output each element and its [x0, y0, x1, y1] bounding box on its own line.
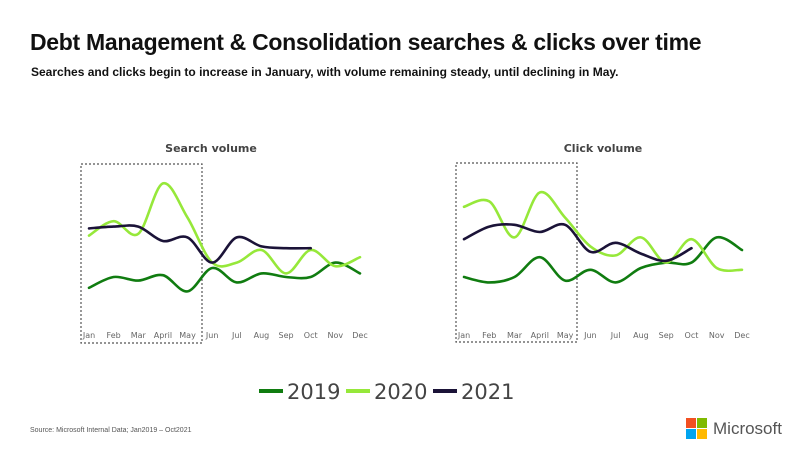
microsoft-logo: Microsoft	[686, 418, 782, 439]
x-tick-label: Feb	[482, 331, 496, 340]
x-tick-label: Mar	[131, 331, 147, 340]
legend: 2019 2020 2021	[259, 380, 514, 404]
x-tick-label: Jan	[82, 331, 95, 340]
x-tick-label: Jul	[231, 331, 242, 340]
microsoft-logo-icon	[686, 418, 707, 439]
page-title: Debt Management & Consolidation searches…	[30, 29, 702, 55]
x-tick-label: May	[179, 331, 196, 340]
series-line-2020	[462, 190, 744, 273]
logo-text: Microsoft	[713, 418, 782, 438]
highlight-box	[80, 163, 203, 344]
x-tick-label: Nov	[328, 331, 344, 340]
x-tick-label: Mar	[507, 331, 523, 340]
x-tick-label: Jun	[583, 331, 597, 340]
x-tick-label: Jan	[457, 331, 470, 340]
series-line-2020	[87, 182, 362, 275]
series-line-2021	[462, 222, 693, 263]
chart-title: Search volume	[165, 142, 257, 155]
legend-item-2019: 2019	[259, 380, 340, 404]
x-tick-label: Jul	[610, 331, 621, 340]
x-tick-label: Jun	[205, 331, 219, 340]
chart-search-volume: Search volume Jan Feb Mar April May Jun Jul Aug S…	[80, 142, 368, 344]
x-tick-label: Aug	[254, 331, 270, 340]
x-tick-label: April	[531, 331, 549, 340]
x-tick-label: May	[557, 331, 574, 340]
chart-title: Click volume	[564, 142, 643, 155]
source-note: Source: Microsoft Internal Data; Jan2019…	[30, 427, 192, 434]
x-tick-label: Feb	[107, 331, 121, 340]
legend-item-2020: 2020	[346, 380, 427, 404]
x-tick-label: Sep	[659, 331, 674, 340]
legend-label: 2019	[287, 380, 340, 404]
x-tick-label: Oct	[304, 331, 318, 340]
legend-label: 2021	[461, 380, 514, 404]
x-tick-label: April	[154, 331, 172, 340]
series-line-2019	[462, 235, 744, 284]
x-tick-label: Oct	[685, 331, 699, 340]
series-line-2021	[87, 224, 312, 264]
chart-click-volume: Click volume Jan Feb Mar April May Jun Jul Aug Se…	[455, 142, 750, 343]
x-tick-label: Dec	[734, 331, 749, 340]
x-tick-label: Aug	[633, 331, 649, 340]
legend-item-2021: 2021	[433, 380, 514, 404]
legend-label: 2020	[374, 380, 427, 404]
highlight-box	[455, 162, 578, 343]
x-tick-label: Nov	[709, 331, 725, 340]
x-tick-label: Dec	[352, 331, 367, 340]
x-tick-label: Sep	[279, 331, 294, 340]
page-subtitle: Searches and clicks begin to increase in…	[31, 65, 619, 79]
series-line-2019	[87, 261, 362, 293]
